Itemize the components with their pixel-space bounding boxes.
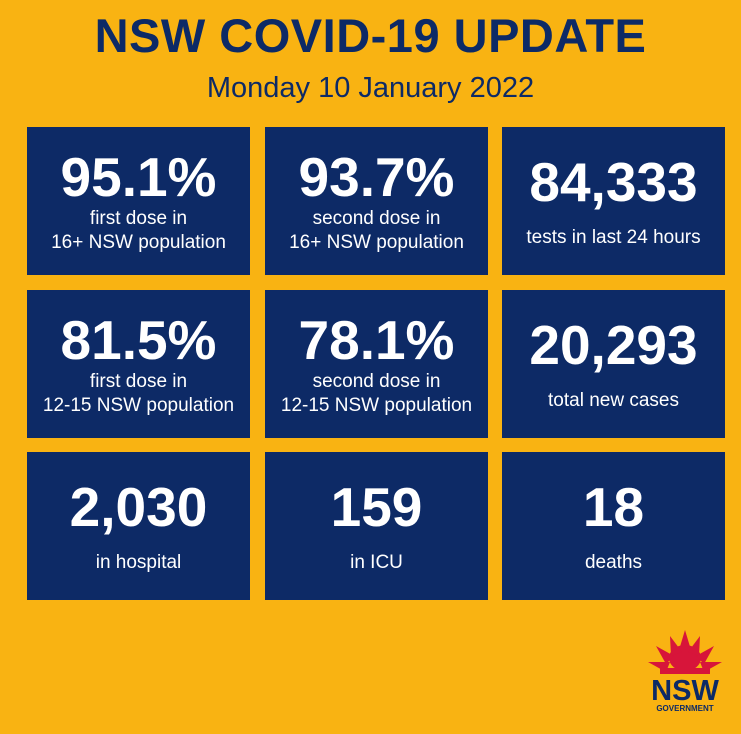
stat-tile: 95.1% first dose in 16+ NSW population: [27, 127, 250, 275]
stat-tile: 2,030 in hospital: [27, 452, 250, 600]
stat-label: 16+ NSW population: [289, 232, 464, 253]
stat-label: second dose in: [312, 208, 441, 229]
stat-label: second dose in: [312, 371, 441, 392]
waratah-icon: [648, 630, 722, 674]
stat-label: in ICU: [350, 552, 403, 573]
stat-value: 159: [330, 476, 423, 538]
stat-label: 16+ NSW population: [51, 232, 226, 253]
logo-name: NSW: [651, 675, 719, 707]
stat-tile: 93.7% second dose in 16+ NSW population: [265, 127, 488, 275]
stat-value: 81.5%: [60, 309, 217, 371]
stat-label: first dose in: [89, 371, 188, 392]
stat-tile: 78.1% second dose in 12-15 NSW population: [265, 290, 488, 438]
stat-label: 12-15 NSW population: [280, 395, 473, 416]
stat-value: 78.1%: [298, 309, 455, 371]
stat-label: total new cases: [548, 390, 679, 411]
stat-label: first dose in: [89, 208, 188, 229]
logo: NSW GOVERNMENT: [640, 628, 730, 723]
title: NSW COVID-19 UPDATE: [94, 9, 647, 62]
stat-value: 18: [582, 476, 645, 538]
subtitle: Monday 10 January 2022: [206, 72, 535, 104]
stat-label: deaths: [584, 552, 643, 573]
stat-label: tests in last 24 hours: [526, 227, 701, 248]
stat-label: 12-15 NSW population: [42, 395, 235, 416]
stat-tile: 18 deaths: [502, 452, 725, 600]
stat-value: 84,333: [529, 151, 698, 213]
stat-label: in hospital: [95, 552, 182, 573]
stat-tile: 159 in ICU: [265, 452, 488, 600]
stat-tile: 84,333 tests in last 24 hours: [502, 127, 725, 275]
stat-tile: 20,293 total new cases: [502, 290, 725, 438]
stat-value: 2,030: [69, 476, 208, 538]
logo-sub: GOVERNMENT: [656, 704, 714, 713]
stat-value: 20,293: [529, 314, 698, 376]
stat-tile: 81.5% first dose in 12-15 NSW population: [27, 290, 250, 438]
stat-value: 95.1%: [60, 146, 217, 208]
stat-value: 93.7%: [298, 146, 455, 208]
